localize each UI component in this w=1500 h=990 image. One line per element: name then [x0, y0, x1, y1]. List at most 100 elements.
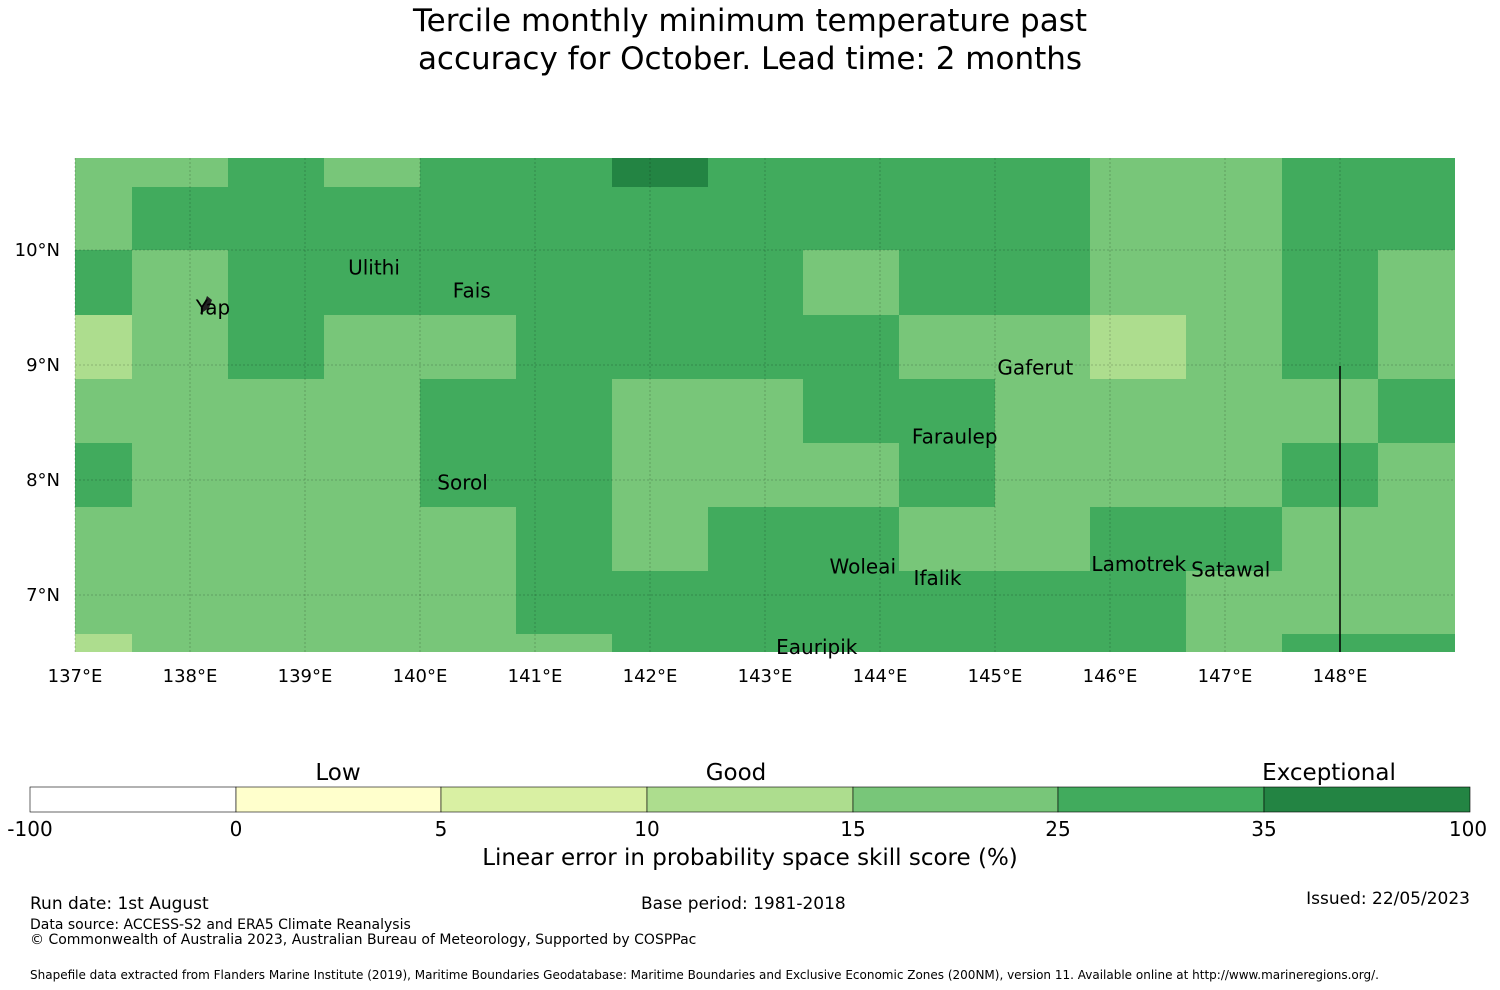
skill-cell — [420, 379, 516, 443]
skill-cell — [899, 443, 995, 507]
skill-cell — [75, 379, 132, 443]
skill-cell — [516, 443, 612, 507]
place-label: Woleai — [829, 554, 896, 578]
skill-cell — [899, 379, 995, 443]
skill-cell — [899, 634, 995, 652]
colorbar-segment — [1263, 786, 1471, 813]
skill-cell — [612, 315, 708, 379]
place-label: Fais — [453, 278, 491, 302]
title-line-2: accuracy for October. Lead time: 2 month… — [417, 41, 1083, 77]
skill-cell — [75, 443, 132, 507]
skill-cell — [132, 379, 228, 443]
skill-cell — [1186, 571, 1282, 634]
skill-cell — [324, 250, 420, 315]
lon-tick-label: 144°E — [853, 666, 908, 687]
lat-tick-label: 9°N — [26, 355, 60, 376]
skill-cell — [75, 158, 132, 187]
skill-cell — [324, 379, 420, 443]
skill-cell — [228, 507, 324, 571]
skill-cell — [324, 443, 420, 507]
colorbar-segment — [1057, 786, 1265, 813]
skill-cell — [420, 634, 516, 652]
lon-tick-label: 138°E — [163, 666, 218, 687]
skill-cell — [803, 507, 899, 571]
lon-tick-label: 145°E — [968, 666, 1023, 687]
skill-cell — [1090, 379, 1186, 443]
place-label: Sorol — [437, 470, 488, 494]
skill-cell — [1186, 187, 1282, 250]
lon-tick-label: 148°E — [1313, 666, 1368, 687]
place-label: Lamotrek — [1091, 552, 1186, 576]
skill-cell — [899, 158, 995, 187]
skill-cell — [1090, 315, 1186, 379]
lat-tick-label: 8°N — [26, 470, 60, 491]
colorbar-segment — [852, 786, 1059, 813]
skill-cell — [803, 634, 899, 652]
skill-cell — [995, 315, 1090, 379]
skill-cell — [132, 571, 228, 634]
skill-cell — [75, 571, 132, 634]
skill-cell — [995, 187, 1090, 250]
skill-cell — [1186, 634, 1282, 652]
skill-cell — [75, 250, 132, 315]
skill-cell — [708, 315, 803, 379]
place-label: Ifalik — [914, 566, 962, 590]
skill-cell — [708, 158, 803, 187]
lat-tick-label: 10°N — [15, 240, 60, 261]
skill-cell — [1378, 571, 1455, 634]
skill-cell — [516, 250, 612, 315]
skill-cell — [803, 571, 899, 634]
skill-cell — [1186, 315, 1282, 379]
skill-cell — [1282, 443, 1378, 507]
skill-cell — [1282, 507, 1378, 571]
skill-cell — [420, 443, 516, 507]
skill-cell — [708, 379, 803, 443]
skill-cell — [75, 315, 132, 379]
skill-cell — [803, 250, 899, 315]
colorbar-segment — [440, 786, 648, 813]
skill-cell — [228, 634, 324, 652]
skill-cell — [1378, 158, 1455, 187]
colorbar-segment — [235, 786, 442, 813]
lon-tick-label: 143°E — [738, 666, 793, 687]
skill-cell — [899, 187, 995, 250]
skill-cell — [1282, 634, 1378, 652]
lon-tick-label: 146°E — [1083, 666, 1138, 687]
skill-cell — [803, 443, 899, 507]
place-label: Yap — [195, 296, 230, 320]
skill-cell — [612, 571, 708, 634]
lon-tick-label: 141°E — [508, 666, 563, 687]
skill-cell — [132, 507, 228, 571]
skill-cell — [1186, 507, 1282, 571]
skill-cell — [1090, 571, 1186, 634]
skill-cell — [995, 507, 1090, 571]
skill-cell — [324, 571, 420, 634]
skill-cell — [1282, 187, 1378, 250]
skill-cell — [228, 443, 324, 507]
skill-cell — [420, 187, 516, 250]
place-labels: Yap Ulithi Fais Gaferut Faraulep Sorol Woleai I… — [195, 255, 1271, 659]
lon-tick-label: 140°E — [393, 666, 448, 687]
skill-cell — [708, 443, 803, 507]
colorbar — [29, 786, 1471, 813]
skill-cell — [612, 158, 708, 187]
skill-cell — [899, 315, 995, 379]
skill-cell — [1186, 250, 1282, 315]
skill-cell — [324, 158, 420, 187]
skill-cell — [899, 250, 995, 315]
skill-cell — [1282, 158, 1378, 187]
skill-cell — [75, 634, 132, 652]
place-label: Eauripik — [776, 635, 858, 659]
colorbar-segment — [646, 786, 854, 813]
map-title: Tercile monthly minimum temperature past… — [0, 2, 1500, 78]
place-label: Satawal — [1191, 558, 1270, 582]
skill-cell — [612, 379, 708, 443]
skill-cell — [132, 158, 228, 187]
skill-cell — [612, 250, 708, 315]
skill-cell — [1378, 315, 1455, 379]
skill-cell — [516, 507, 612, 571]
skill-cell — [1282, 250, 1378, 315]
skill-cell — [899, 571, 995, 634]
skill-cell — [324, 634, 420, 652]
